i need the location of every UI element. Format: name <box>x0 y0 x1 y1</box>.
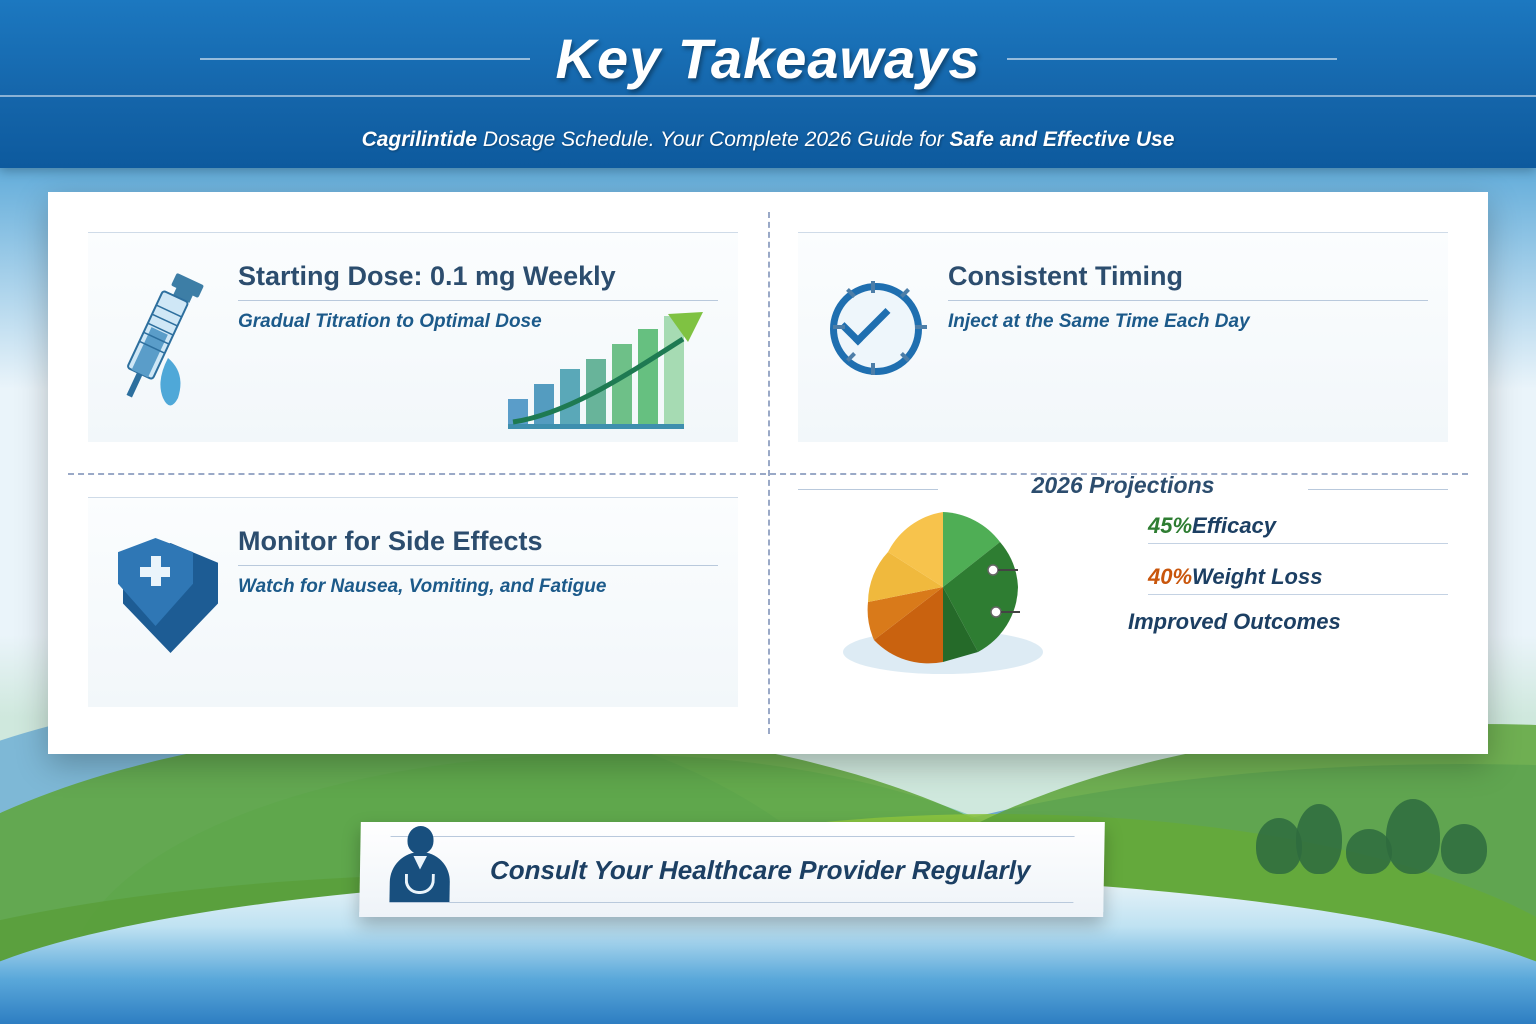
panel-subtitle: Inject at the Same Time Each Day <box>948 311 1428 333</box>
shield-icon <box>108 528 218 678</box>
title-decorative-line-left <box>200 58 530 60</box>
tree-cluster <box>1256 814 1476 874</box>
panel-consistent-timing: Consistent Timing Inject at the Same Tim… <box>798 232 1448 457</box>
panel-title: Consistent Timing <box>948 261 1428 292</box>
panel-starting-dose: Starting Dose: 0.1 mg Weekly Gradual Tit… <box>88 232 738 457</box>
panel-2026-projections: 2026 Projections <box>798 477 1448 702</box>
syringe-icon <box>108 263 218 413</box>
consult-banner-text: Consult Your Healthcare Provider Regular… <box>490 855 1031 886</box>
legend-weightloss-pct: 40% <box>1148 564 1192 589</box>
dose-bar-chart <box>508 304 728 434</box>
title-decorative-line-right <box>1007 58 1337 60</box>
header-divider-line <box>0 95 1536 97</box>
legend-efficacy-pct: 45% <box>1148 513 1192 538</box>
page-title: Key Takeaways <box>556 26 981 91</box>
panel-subtitle: Watch for Nausea, Vomiting, and Fatigue <box>238 576 718 598</box>
consult-provider-banner: Consult Your Healthcare Provider Regular… <box>359 822 1105 917</box>
legend-improved-outcomes: Improved Outcomes <box>1128 609 1438 635</box>
pie-chart-title: 2026 Projections <box>798 472 1448 499</box>
legend-efficacy-label: Efficacy <box>1192 513 1276 538</box>
clock-icon <box>818 263 928 413</box>
panel-monitor-side-effects: Monitor for Side Effects Watch for Nause… <box>88 497 738 722</box>
projection-pie-chart <box>828 512 1083 712</box>
infographic-root: Key Takeaways Cagrilintide Dosage Schedu… <box>0 0 1536 1024</box>
header-bar: Key Takeaways Cagrilintide Dosage Schedu… <box>0 0 1536 168</box>
content-grid: Starting Dose: 0.1 mg Weekly Gradual Tit… <box>48 192 1488 754</box>
page-subtitle: Cagrilintide Dosage Schedule. Your Compl… <box>0 128 1536 152</box>
panel-title: Monitor for Side Effects <box>238 526 718 557</box>
legend-efficacy: 45%Efficacy <box>1098 507 1438 558</box>
content-card: Starting Dose: 0.1 mg Weekly Gradual Tit… <box>48 192 1488 754</box>
title-row: Key Takeaways <box>0 26 1536 91</box>
legend-weightloss-label: Weight Loss <box>1192 564 1322 589</box>
legend-weightloss: 40%Weight Loss <box>1098 558 1438 609</box>
panel-title: Starting Dose: 0.1 mg Weekly <box>238 261 718 292</box>
